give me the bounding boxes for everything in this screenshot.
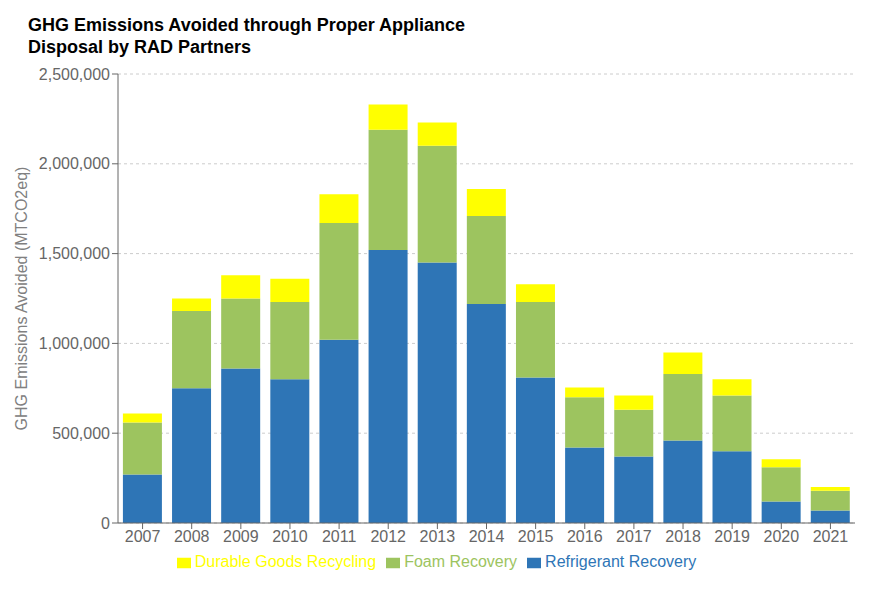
svg-text:2013: 2013: [420, 528, 456, 545]
svg-text:2020: 2020: [764, 528, 800, 545]
svg-text:0: 0: [101, 515, 110, 532]
svg-text:2014: 2014: [469, 528, 505, 545]
svg-text:2007: 2007: [125, 528, 161, 545]
svg-text:2015: 2015: [518, 528, 554, 545]
svg-text:2010: 2010: [272, 528, 308, 545]
html-text:Durable Goods Recycling: Durable Goods Recycling: [194, 553, 377, 570]
html-text:GHG Emissions Avoided through: GHG Emissions Avoided through Proper App…: [28, 15, 466, 35]
svg-text:2,000,000: 2,000,000: [39, 155, 110, 172]
svg-text:2021: 2021: [813, 528, 849, 545]
svg-text:1,500,000: 1,500,000: [39, 245, 110, 262]
html-text:Refrigerant Recovery: Refrigerant Recovery: [545, 553, 697, 570]
svg-text:2009: 2009: [223, 528, 259, 545]
html-text:Foam Recovery: Foam Recovery: [404, 553, 518, 570]
svg-text:2017: 2017: [616, 528, 652, 545]
svg-text:2019: 2019: [714, 528, 750, 545]
svg-text:2016: 2016: [567, 528, 603, 545]
svg-text:500,000: 500,000: [52, 425, 110, 442]
svg-text:2012: 2012: [370, 528, 406, 545]
svg-text:2011: 2011: [322, 528, 357, 545]
svg-text:2,500,000: 2,500,000: [39, 66, 110, 83]
html-text:Disposal by RAD Partners: Disposal by RAD Partners: [28, 37, 252, 57]
svg-text:2018: 2018: [665, 528, 701, 545]
svg-text:GHG Emissions Avoided (MTCO2eq: GHG Emissions Avoided (MTCO2eq): [13, 167, 30, 431]
svg-text:2008: 2008: [174, 528, 210, 545]
svg-text:1,000,000: 1,000,000: [39, 335, 110, 352]
